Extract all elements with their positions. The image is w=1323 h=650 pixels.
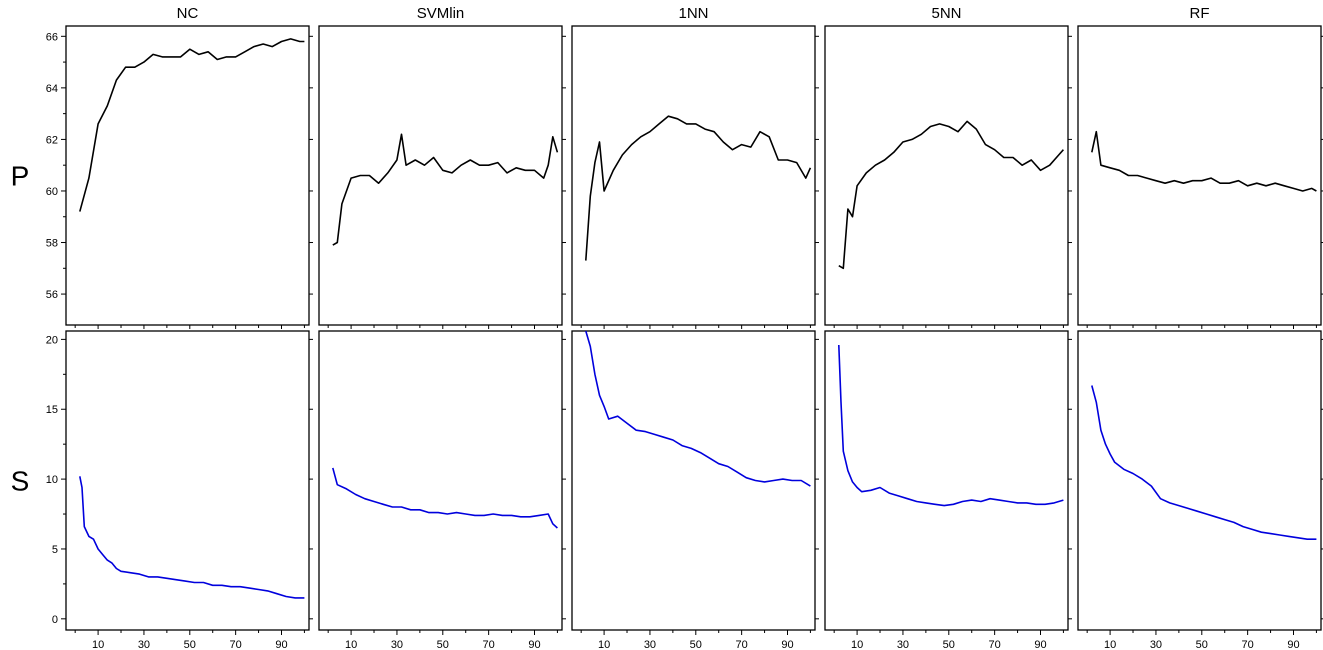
series-line-s-nc: [79, 476, 305, 599]
axis-ticks: [61, 35, 1323, 635]
x-tick-label-5nn-50: 50: [943, 639, 955, 650]
y-tick-label-s-5: 5: [52, 544, 58, 556]
column-title-5nn: 5NN: [931, 5, 961, 22]
x-tick-label-svmlin-30: 30: [391, 639, 403, 650]
x-tick-label-5nn-30: 30: [897, 639, 909, 650]
x-tick-label-1nn-30: 30: [644, 639, 656, 650]
series-line-p-rf: [1091, 130, 1317, 192]
panel-frames: [65, 25, 1322, 631]
series-line-p-5nn: [838, 120, 1064, 270]
panel-frame-p-1nn: [571, 25, 816, 326]
panel-frame-p-rf: [1077, 25, 1322, 326]
series-line-s-5nn: [838, 344, 1064, 507]
x-tick-label-svmlin-50: 50: [437, 639, 449, 650]
x-tick-label-svmlin-90: 90: [528, 639, 540, 650]
x-tick-label-rf-90: 90: [1287, 639, 1299, 650]
chart-labels: NC SVMlin 1NN 5NN RF P S 56 58 60 62 64 66 0 5 10 15 20 10…: [11, 5, 1300, 650]
x-tick-label-nc-90: 90: [275, 639, 287, 650]
x-tick-label-rf-30: 30: [1150, 639, 1162, 650]
series-line-p-svmlin: [332, 133, 559, 246]
x-tick-label-rf-70: 70: [1242, 639, 1254, 650]
series-line-p-1nn: [585, 115, 812, 261]
x-tick-label-nc-70: 70: [230, 639, 242, 650]
x-tick-label-rf-10: 10: [1104, 639, 1116, 650]
x-tick-label-nc-50: 50: [184, 639, 196, 650]
y-tick-label-p-58: 58: [46, 238, 58, 250]
column-title-nc: NC: [177, 5, 199, 22]
series-line-p-nc: [79, 38, 305, 212]
row-label-p: P: [11, 161, 30, 192]
column-title-rf: RF: [1190, 5, 1210, 22]
x-tick-label-nc-10: 10: [92, 639, 104, 650]
series-line-s-1nn: [585, 330, 811, 487]
series-line-s-svmlin: [332, 467, 558, 529]
y-tick-label-s-0: 0: [52, 614, 58, 626]
y-tick-label-p-56: 56: [46, 289, 58, 301]
y-tick-label-p-62: 62: [46, 134, 58, 146]
column-title-svmlin: SVMlin: [417, 5, 465, 22]
y-tick-label-s-15: 15: [46, 404, 58, 416]
x-tick-label-5nn-10: 10: [851, 639, 863, 650]
y-tick-label-p-64: 64: [46, 83, 58, 95]
x-tick-label-nc-30: 30: [138, 639, 150, 650]
panel-frame-s-5nn: [824, 330, 1069, 631]
panel-frame-p-svmlin: [318, 25, 563, 326]
x-tick-label-svmlin-70: 70: [483, 639, 495, 650]
x-tick-label-rf-50: 50: [1196, 639, 1208, 650]
panel-frame-s-nc: [65, 330, 310, 631]
y-tick-label-p-66: 66: [46, 31, 58, 43]
y-tick-label-s-20: 20: [46, 334, 58, 346]
panel-frame-s-svmlin: [318, 330, 563, 631]
x-tick-label-5nn-70: 70: [989, 639, 1001, 650]
panel-frame-p-nc: [65, 25, 310, 326]
x-tick-label-svmlin-10: 10: [345, 639, 357, 650]
panel-frame-p-5nn: [824, 25, 1069, 326]
x-tick-label-5nn-90: 90: [1034, 639, 1046, 650]
panel-frame-s-1nn: [571, 330, 816, 631]
y-tick-label-s-10: 10: [46, 474, 58, 486]
column-title-1nn: 1NN: [678, 5, 708, 22]
x-tick-label-1nn-50: 50: [690, 639, 702, 650]
row-label-s: S: [11, 466, 30, 497]
series-line-s-rf: [1091, 385, 1317, 541]
series-lines: [79, 38, 1317, 599]
x-tick-label-1nn-70: 70: [736, 639, 748, 650]
x-tick-label-1nn-10: 10: [598, 639, 610, 650]
y-tick-label-p-60: 60: [46, 186, 58, 198]
panel-frame-s-rf: [1077, 330, 1322, 631]
x-tick-label-1nn-90: 90: [781, 639, 793, 650]
